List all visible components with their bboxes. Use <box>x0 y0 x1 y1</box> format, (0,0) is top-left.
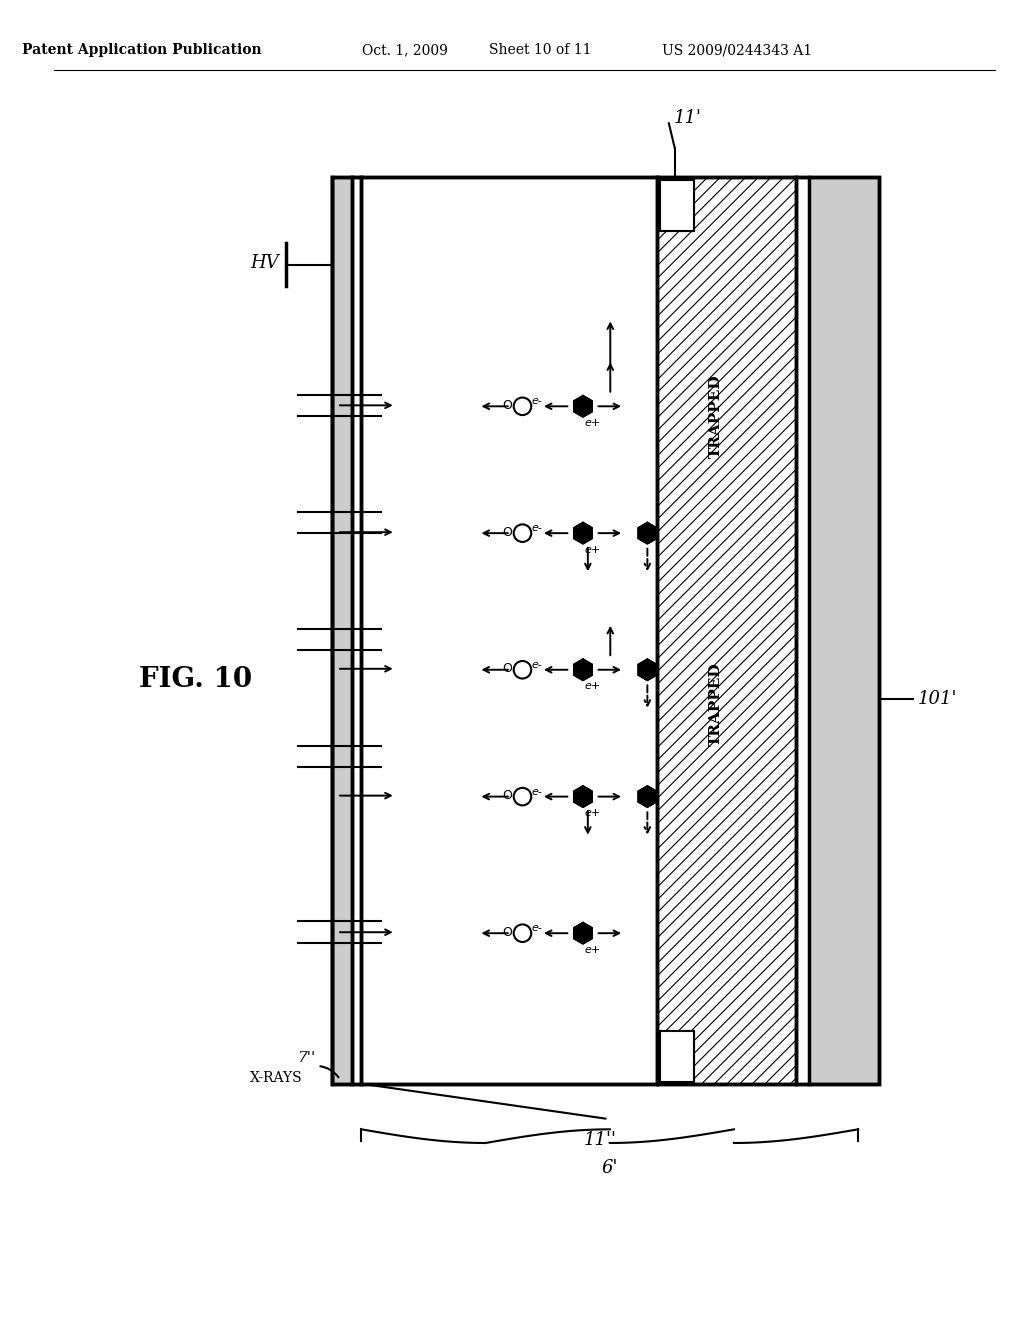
Text: O: O <box>502 663 512 676</box>
Text: e+: e+ <box>585 808 601 818</box>
Text: e+: e+ <box>585 681 601 692</box>
Polygon shape <box>638 785 656 808</box>
Text: 11': 11' <box>674 110 701 128</box>
Text: O: O <box>502 525 512 539</box>
Bar <box>660 1031 694 1081</box>
Text: e-: e- <box>531 396 542 407</box>
Polygon shape <box>638 659 656 681</box>
Text: Oct. 1, 2009: Oct. 1, 2009 <box>362 44 449 57</box>
Text: TRAPPED: TRAPPED <box>709 375 723 458</box>
Bar <box>332 177 351 1085</box>
Text: O: O <box>502 789 512 803</box>
Text: Sheet 10 of 11: Sheet 10 of 11 <box>488 44 591 57</box>
Bar <box>332 177 879 1085</box>
Bar <box>660 180 694 231</box>
Polygon shape <box>573 659 592 681</box>
Text: FIG. 10: FIG. 10 <box>139 667 252 693</box>
Text: US 2009/0244343 A1: US 2009/0244343 A1 <box>663 44 812 57</box>
Text: 11'': 11'' <box>584 1131 617 1150</box>
Bar <box>796 177 809 1085</box>
Text: e-: e- <box>531 787 542 797</box>
Text: O: O <box>502 925 512 939</box>
Bar <box>660 180 694 231</box>
Bar <box>809 177 879 1085</box>
Text: HV: HV <box>250 253 279 272</box>
Polygon shape <box>573 523 592 544</box>
Text: 7'': 7'' <box>297 1051 315 1065</box>
Text: e+: e+ <box>585 545 601 554</box>
Text: 101': 101' <box>918 690 957 708</box>
Polygon shape <box>638 523 656 544</box>
Text: TRAPPED: TRAPPED <box>709 663 723 746</box>
Bar <box>657 177 796 1085</box>
Bar <box>361 177 657 1085</box>
Text: e-: e- <box>531 660 542 669</box>
Text: e-: e- <box>531 923 542 933</box>
Bar <box>332 177 879 1085</box>
Bar <box>351 177 361 1085</box>
Polygon shape <box>573 396 592 417</box>
Bar <box>660 1031 694 1081</box>
Text: e+: e+ <box>585 418 601 428</box>
Text: X-RAYS: X-RAYS <box>250 1071 303 1085</box>
Polygon shape <box>573 923 592 944</box>
Polygon shape <box>573 785 592 808</box>
Text: e-: e- <box>531 523 542 533</box>
Text: O: O <box>502 399 512 412</box>
Text: 6': 6' <box>601 1159 618 1176</box>
Text: e+: e+ <box>585 945 601 954</box>
Text: Patent Application Publication: Patent Application Publication <box>23 44 262 57</box>
